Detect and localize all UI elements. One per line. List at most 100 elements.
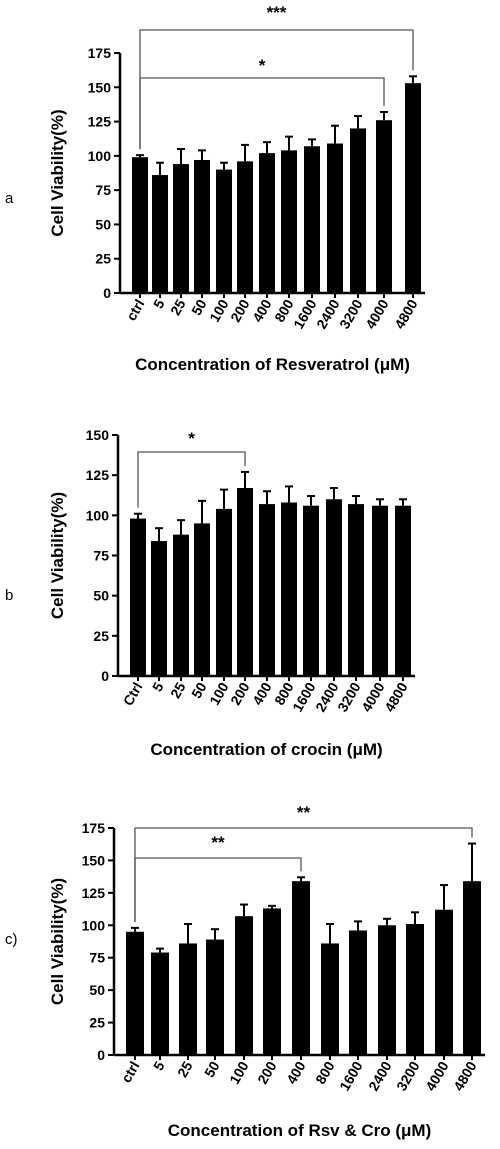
x-tick-label: 4800 bbox=[450, 1058, 480, 1093]
y-tick-label: 25 bbox=[95, 251, 111, 267]
x-tick-label: 25 bbox=[167, 679, 189, 701]
x-tick-label: 1600 bbox=[336, 1058, 366, 1093]
bar bbox=[326, 499, 342, 676]
bar bbox=[321, 943, 339, 1055]
significance-marker: ** bbox=[297, 803, 311, 822]
x-tick-label: ctrl bbox=[123, 297, 148, 324]
x-tick-label: 4000 bbox=[422, 1058, 452, 1093]
x-tick-label: 400 bbox=[249, 679, 275, 707]
bar bbox=[281, 150, 297, 293]
y-tick-label: 125 bbox=[88, 114, 112, 130]
x-tick-label: 1600 bbox=[290, 296, 320, 331]
bar bbox=[281, 502, 297, 676]
bar bbox=[259, 153, 275, 293]
bar bbox=[194, 159, 210, 293]
y-tick-label: 100 bbox=[88, 148, 112, 164]
bar bbox=[304, 146, 320, 293]
x-tick-label: 200 bbox=[227, 679, 253, 707]
bar bbox=[349, 930, 367, 1055]
y-tick-label: 100 bbox=[86, 507, 110, 523]
y-tick-label: 100 bbox=[82, 917, 106, 933]
x-tick-label: 5 bbox=[150, 1058, 168, 1073]
bar bbox=[132, 157, 148, 293]
y-tick-label: 0 bbox=[97, 1047, 105, 1063]
significance-bracket bbox=[137, 451, 246, 508]
y-tick-label: 0 bbox=[101, 668, 109, 684]
y-tick-label: 50 bbox=[93, 588, 109, 604]
x-tick-label: 400 bbox=[249, 296, 275, 324]
x-tick-label: 4800 bbox=[381, 679, 411, 714]
x-axis-title: Concentration of crocin (μM) bbox=[150, 740, 382, 759]
bar bbox=[130, 518, 146, 676]
x-tick-label: 25 bbox=[167, 296, 189, 318]
y-tick-label: 125 bbox=[82, 885, 106, 901]
x-tick-label: 50 bbox=[188, 679, 210, 701]
bar bbox=[216, 508, 232, 676]
y-tick-label: 175 bbox=[82, 820, 106, 836]
y-tick-label: 25 bbox=[93, 628, 109, 644]
x-tick-label: 25 bbox=[174, 1058, 196, 1080]
x-tick-label: Ctrl bbox=[120, 680, 146, 709]
x-axis-title: Concentration of Rsv & Cro (μM) bbox=[168, 1121, 432, 1140]
x-tick-label: 200 bbox=[254, 1058, 280, 1086]
bar bbox=[376, 120, 392, 293]
bar bbox=[152, 175, 168, 293]
x-tick-label: 4000 bbox=[362, 296, 392, 331]
significance-marker: * bbox=[259, 56, 266, 75]
bar bbox=[405, 83, 421, 294]
x-tick-label: 200 bbox=[227, 296, 253, 324]
y-tick-label: 0 bbox=[103, 285, 111, 301]
y-tick-label: 150 bbox=[86, 427, 110, 443]
x-tick-label: 800 bbox=[312, 1058, 338, 1086]
panel-label: b bbox=[5, 587, 13, 604]
y-tick-label: 75 bbox=[89, 950, 105, 966]
y-tick-label: 25 bbox=[89, 1015, 105, 1031]
x-tick-label: 100 bbox=[226, 1058, 252, 1086]
y-tick-label: 175 bbox=[88, 45, 112, 61]
bar bbox=[173, 164, 189, 293]
x-tick-label: 100 bbox=[206, 296, 232, 324]
x-tick-label: 100 bbox=[206, 679, 232, 707]
significance-bracket bbox=[139, 77, 385, 150]
bar bbox=[151, 952, 169, 1055]
bar bbox=[206, 939, 224, 1055]
bar bbox=[406, 923, 424, 1055]
y-tick-label: 75 bbox=[93, 548, 109, 564]
bar bbox=[350, 128, 366, 293]
x-tick-label: 3200 bbox=[334, 679, 364, 714]
bar bbox=[463, 881, 481, 1055]
x-tick-label: 2400 bbox=[313, 296, 343, 331]
x-tick-label: 50 bbox=[201, 1058, 223, 1080]
y-tick-label: 75 bbox=[95, 182, 111, 198]
x-tick-label: 5 bbox=[150, 296, 168, 311]
significance-marker: ** bbox=[211, 833, 225, 852]
y-tick-label: 150 bbox=[82, 852, 106, 868]
significance-bracket bbox=[134, 827, 473, 922]
y-tick-label: 50 bbox=[95, 216, 111, 232]
bar bbox=[237, 161, 253, 293]
y-tick-label: 150 bbox=[88, 79, 112, 95]
bar bbox=[292, 881, 310, 1055]
bar bbox=[235, 916, 253, 1055]
x-tick-label: 5 bbox=[149, 679, 167, 694]
bar bbox=[216, 169, 232, 293]
x-tick-label: 1600 bbox=[289, 679, 319, 714]
x-tick-label: 3200 bbox=[393, 1058, 423, 1093]
bar bbox=[151, 541, 167, 676]
x-tick-label: 400 bbox=[283, 1058, 309, 1086]
significance-bracket bbox=[139, 29, 414, 150]
bar bbox=[348, 504, 364, 676]
significance-marker: *** bbox=[267, 3, 287, 22]
y-axis-title: Cell Viability(%) bbox=[48, 878, 67, 1005]
x-tick-label: ctrl bbox=[118, 1059, 143, 1086]
panel-label: c) bbox=[5, 931, 18, 948]
y-tick-label: 50 bbox=[89, 982, 105, 998]
bar bbox=[126, 931, 144, 1055]
bar bbox=[179, 943, 197, 1055]
bar bbox=[259, 504, 275, 676]
x-tick-label: 50 bbox=[188, 296, 210, 318]
